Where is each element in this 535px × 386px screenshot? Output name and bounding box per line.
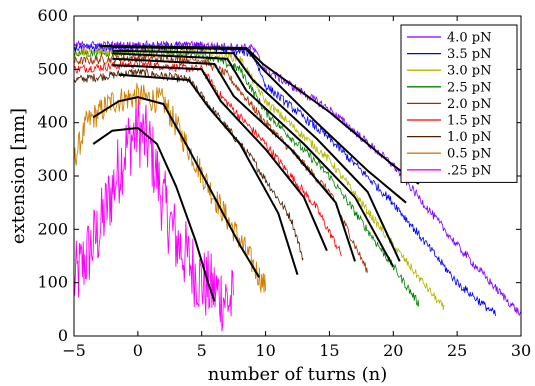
y-tick-label: 500 xyxy=(37,59,68,78)
legend: 4.0 pN3.5 pN 3.0 pN2.5 pN 2.0 pN 1.5 pN1.0 … xyxy=(400,24,518,183)
legend-label: 1.0 pN xyxy=(447,130,492,145)
x-tick-label: 20 xyxy=(383,341,403,360)
x-tick-label: 25 xyxy=(447,341,467,360)
x-tick-label: 30 xyxy=(511,341,531,360)
x-tick-label: 10 xyxy=(255,341,275,360)
legend-label: .25 pN xyxy=(447,163,492,178)
x-tick-label: 0 xyxy=(133,341,143,360)
x-tick-label: 15 xyxy=(319,341,339,360)
fit-line-7 xyxy=(92,96,261,278)
series-line-5 xyxy=(73,59,342,257)
fit-line-2 xyxy=(112,49,401,262)
y-tick-label: 400 xyxy=(37,113,68,132)
x-axis-title: number of turns (n) xyxy=(208,364,388,385)
legend-label: 2.0 pN xyxy=(447,97,492,112)
fit-line-3 xyxy=(112,52,395,268)
fit-line-6 xyxy=(118,73,299,275)
series-line-8 xyxy=(73,97,234,332)
fit-line-5 xyxy=(112,64,328,252)
x-tick-label: 5 xyxy=(197,341,207,360)
y-tick-label: 200 xyxy=(37,219,68,238)
fit-line-1 xyxy=(112,45,407,204)
y-axis-title: extension [nm] xyxy=(8,108,29,244)
y-tick-label: 300 xyxy=(37,166,68,185)
fit-lines xyxy=(92,44,420,302)
series-line-1 xyxy=(73,41,496,317)
fit-line-8 xyxy=(92,127,216,302)
series-line-7 xyxy=(73,83,267,293)
legend-label: 4.0 pN xyxy=(447,31,492,46)
fit-line-0 xyxy=(99,44,420,185)
x-tick-label: −5 xyxy=(62,341,86,360)
legend-label: 3.0 pN xyxy=(447,64,492,79)
y-tick-label: 600 xyxy=(37,6,68,25)
legend-label: 1.5 pN xyxy=(447,114,492,129)
legend-label: 3.5 pN xyxy=(447,47,492,62)
legend-label: 0.5 pN xyxy=(447,147,492,162)
y-tick-label: 100 xyxy=(37,273,68,292)
legend-label: 2.5 pN xyxy=(447,80,492,95)
fit-line-4 xyxy=(112,57,356,262)
y-tick-label: 0 xyxy=(58,326,68,345)
